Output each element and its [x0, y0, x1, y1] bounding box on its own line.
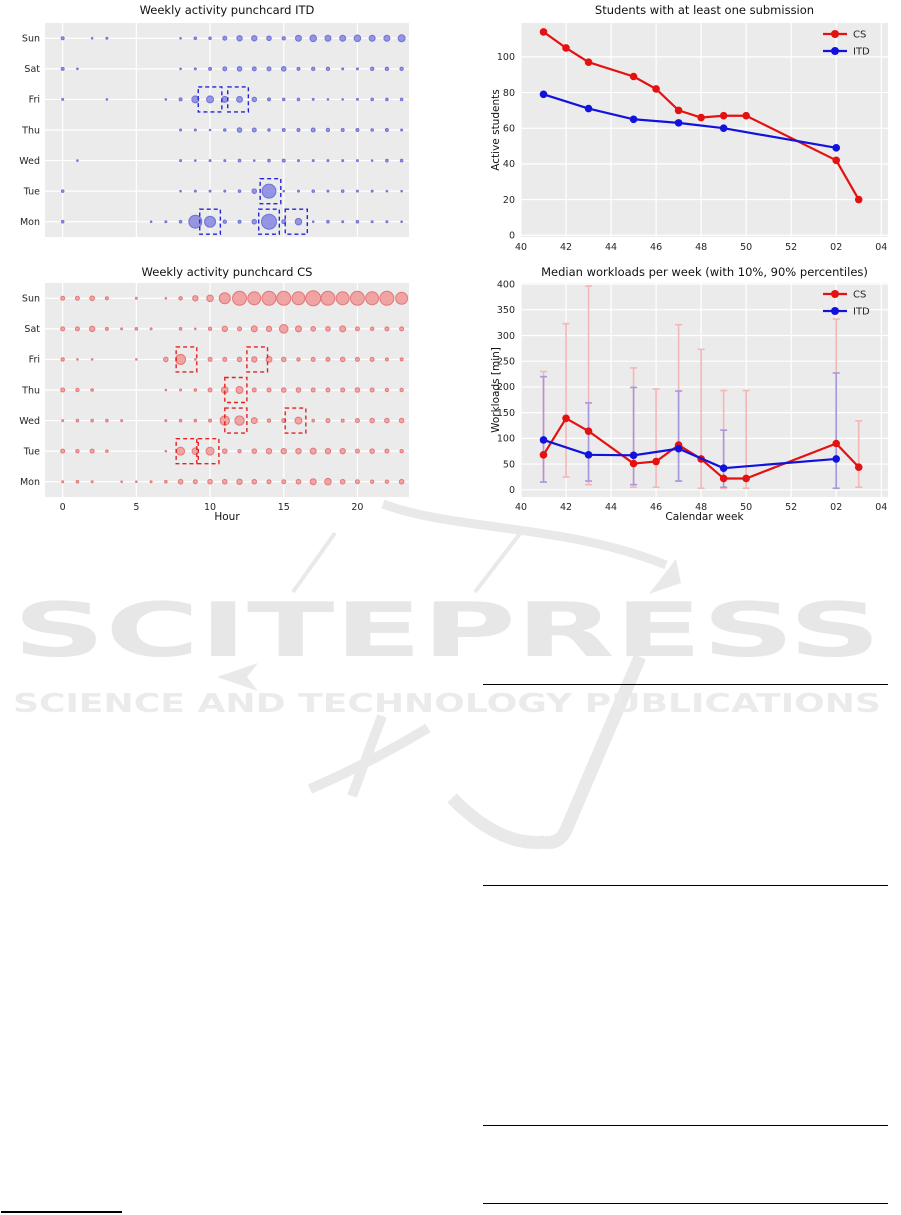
active-students-plot: 40 42 44 46 48 50 52 02 04 0 20 40 60 80 100 CS ITD — [497, 23, 888, 253]
punchcard-cs-plot: Sun Sat Fri Thu Wed Tue Mon 0 5 10 15 20 — [19, 283, 409, 513]
svg-text:04: 04 — [875, 502, 887, 513]
svg-text:15: 15 — [278, 502, 290, 513]
svg-text:50: 50 — [740, 502, 752, 513]
svg-text:02: 02 — [830, 502, 842, 513]
svg-text:Thu: Thu — [21, 385, 40, 396]
svg-text:Mon: Mon — [20, 477, 40, 488]
table-rule-2 — [483, 885, 888, 887]
svg-text:10: 10 — [204, 502, 216, 513]
chart-title: Students with at least one submission — [594, 3, 815, 17]
svg-text:20: 20 — [503, 195, 515, 206]
x-axis-label: Calendar week — [665, 511, 744, 523]
svg-text:52: 52 — [785, 242, 797, 253]
svg-text:Thu: Thu — [21, 125, 40, 136]
figure-active-students: Students with at least one submission 40… — [451, 0, 901, 260]
svg-text:50: 50 — [740, 242, 752, 253]
figure-punchcard-cs: Weekly activity punchcard CS Sun Sat Fri Th… — [0, 260, 450, 528]
svg-text:02: 02 — [830, 242, 842, 253]
svg-text:CS: CS — [853, 290, 866, 301]
svg-text:350: 350 — [497, 305, 515, 316]
svg-text:0: 0 — [60, 502, 66, 513]
chart-title: Weekly activity punchcard CS — [141, 265, 313, 279]
svg-text:0: 0 — [509, 231, 515, 242]
y-axis-label: Active students — [490, 89, 502, 171]
svg-text:52: 52 — [785, 502, 797, 513]
figure-workloads: Median workloads per week (with 10%, 90%… — [451, 260, 901, 528]
x-axis-label: Hour — [214, 511, 240, 523]
svg-text:ITD: ITD — [853, 307, 870, 318]
svg-text:Fri: Fri — [29, 95, 40, 106]
svg-text:150: 150 — [497, 408, 515, 419]
svg-text:50: 50 — [503, 459, 515, 470]
svg-text:42: 42 — [560, 242, 572, 253]
svg-text:400: 400 — [497, 279, 515, 290]
workloads-plot: 40 42 44 46 48 50 52 02 040501001502002503003504… — [497, 279, 888, 513]
chart-title: Weekly activity punchcard ITD — [139, 3, 315, 17]
svg-text:Sat: Sat — [24, 64, 40, 75]
svg-text:Tue: Tue — [23, 186, 40, 197]
svg-text:Tue: Tue — [23, 446, 40, 457]
svg-text:Sat: Sat — [24, 324, 40, 335]
svg-text:Wed: Wed — [19, 416, 40, 427]
svg-text:44: 44 — [605, 242, 617, 253]
svg-text:200: 200 — [497, 382, 515, 393]
svg-text:Fri: Fri — [29, 355, 40, 366]
svg-text:40: 40 — [515, 242, 527, 253]
punchcard-itd-plot: Sun Sat Fri Thu Wed Tue Mon — [19, 23, 409, 237]
svg-text:20: 20 — [351, 502, 363, 513]
table-rule-4 — [483, 1203, 888, 1205]
scitepress-logo — [217, 499, 681, 849]
svg-text:Sun: Sun — [22, 294, 40, 305]
watermark-title: SCITEPRESS — [13, 586, 881, 674]
figure-punchcard-itd: Weekly activity punchcard ITD Sun Sat Fri T… — [0, 0, 450, 260]
watermark-subtitle: SCIENCE AND TECHNOLOGY PUBLICATIONS — [13, 689, 881, 719]
table-rule-1 — [483, 684, 888, 686]
svg-text:48: 48 — [695, 502, 707, 513]
chart-title: Median workloads per week (with 10%, 90%… — [541, 265, 868, 279]
svg-text:5: 5 — [133, 502, 139, 513]
svg-text:Sun: Sun — [22, 34, 40, 45]
svg-text:Mon: Mon — [20, 217, 40, 228]
svg-text:40: 40 — [503, 159, 515, 170]
svg-text:100: 100 — [497, 52, 515, 63]
table-rule-3 — [483, 1125, 888, 1127]
svg-text:ITD: ITD — [853, 47, 870, 58]
svg-text:04: 04 — [875, 242, 887, 253]
svg-text:250: 250 — [497, 356, 515, 367]
footnote-rule — [1, 1211, 122, 1214]
y-axis-label: Workloads [min] — [490, 347, 502, 433]
svg-text:300: 300 — [497, 331, 515, 342]
svg-text:48: 48 — [695, 242, 707, 253]
svg-text:100: 100 — [497, 434, 515, 445]
svg-text:60: 60 — [503, 124, 515, 135]
svg-text:80: 80 — [503, 88, 515, 99]
svg-text:Wed: Wed — [19, 156, 40, 167]
svg-text:CS: CS — [853, 30, 866, 41]
svg-text:0: 0 — [509, 485, 515, 496]
svg-text:46: 46 — [650, 242, 662, 253]
